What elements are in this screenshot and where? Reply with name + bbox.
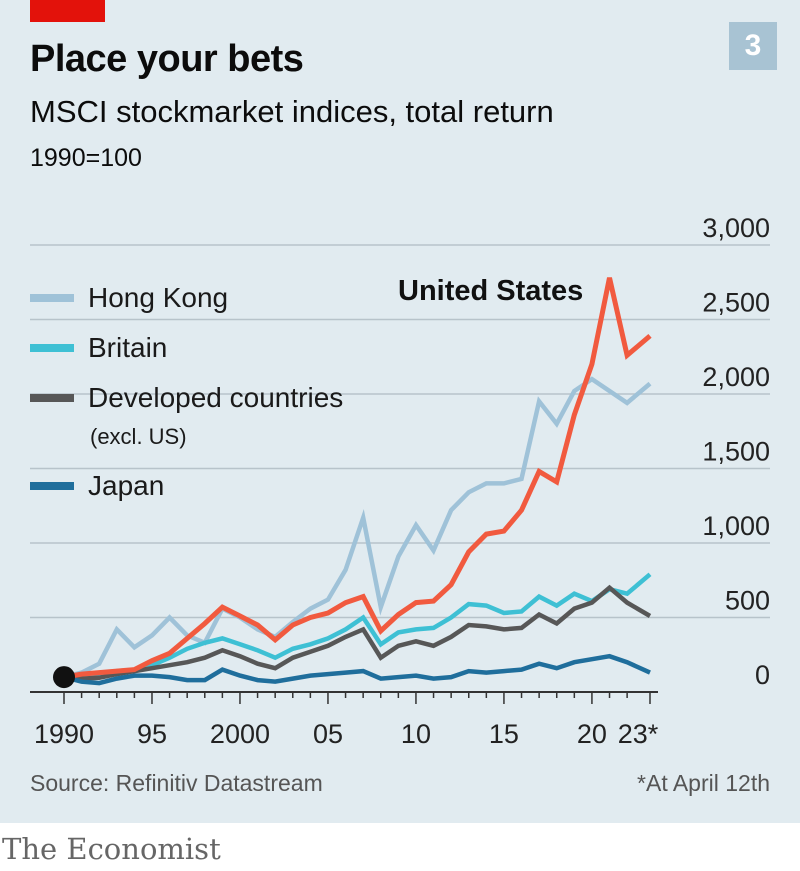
y-tick-label: 1,000 [702,511,770,541]
series-line-developed [63,584,652,681]
y-tick-label: 0 [755,660,770,690]
series-line-britain [63,572,652,680]
legend-swatch-japan [30,482,74,490]
legend-label-developed-note: (excl. US) [90,424,187,449]
grid-lines [30,244,770,704]
line-chart: 0 500 1,000 1,500 2,000 2,500 3,000 1990 95 2000… [30,213,770,749]
y-tick-label: 500 [725,586,770,616]
legend-label-japan: Japan [88,470,165,501]
x-tick-label: 95 [137,719,167,749]
legend-item-britain: Britain [30,332,167,364]
series-line-japan [63,653,651,686]
legend-label-developed: Developed countries [88,382,344,413]
x-tick-label: 15 [489,719,519,749]
y-axis-tick-labels: 0 500 1,000 1,500 2,000 2,500 3,000 [702,213,770,690]
legend-label-hong-kong: Hong Kong [88,282,229,313]
x-tick-label: 1990 [34,719,94,749]
series-line-united-states [63,277,652,680]
legend-swatch-hong-kong [30,294,74,302]
base-year-marker [53,666,75,689]
united-states-label: United States [398,275,583,307]
y-tick-label: 1,500 [702,437,770,467]
y-tick-label: 3,000 [702,213,770,243]
footnote: *At April 12th [637,770,770,796]
x-tick-label: 20 [577,719,607,749]
chart-number-badge: 3 [729,22,777,70]
source-note: Source: Refinitiv Datastream [30,770,323,796]
y-tick-label: 2,000 [702,362,770,392]
series-line-hong-kong [63,376,652,680]
legend-item-developed: Developed countries [30,382,343,414]
series-lines [63,277,652,686]
publication-brand: The Economist [2,832,221,866]
legend-swatch-britain [30,344,74,352]
y-tick-label: 2,500 [702,288,770,318]
legend-item-japan: Japan [30,470,164,502]
chart-title: Place your bets [30,38,304,80]
legend-item-hong-kong: Hong Kong [30,282,228,314]
chart-subtitle: MSCI stockmarket indices, total return [30,94,554,129]
x-tick-label: 2000 [210,719,270,749]
x-tick-label: 23* [618,719,659,749]
brand-red-tab [30,0,105,22]
x-axis-tick-labels: 1990 95 2000 05 10 15 20 23* [34,719,659,749]
x-tick-label: 05 [313,719,343,749]
legend-swatch-developed [30,394,74,402]
chart-unit-label: 1990=100 [30,144,142,172]
x-tick-label: 10 [401,719,431,749]
legend-label-britain: Britain [88,332,168,363]
chart-panel [0,0,800,823]
